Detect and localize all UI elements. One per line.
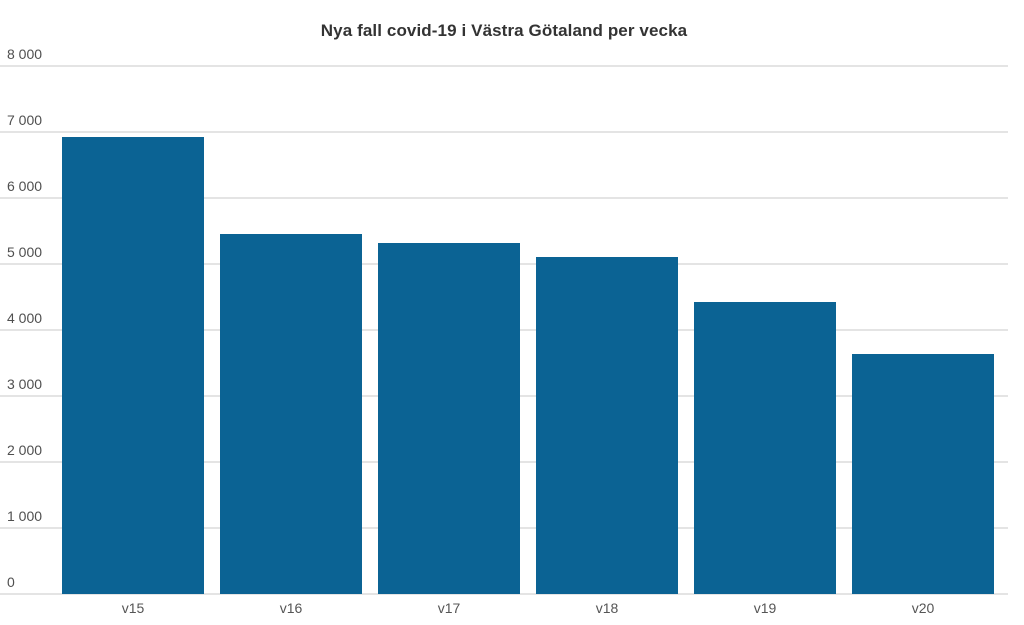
bar-v17 — [378, 242, 520, 594]
x-axis-tick-label-v20: v20 — [911, 600, 935, 616]
bar-v20 — [852, 353, 994, 594]
y-axis-tick-label: 2 000 — [7, 442, 43, 458]
x-axis-tick-label-v18: v18 — [595, 600, 619, 616]
bar-v15 — [62, 136, 204, 594]
gridline-6000 — [0, 197, 1008, 199]
y-axis-tick-label: 4 000 — [7, 310, 43, 326]
y-axis-tick-label: 1 000 — [7, 508, 43, 524]
x-axis-tick-label-v15: v15 — [121, 600, 145, 616]
y-axis-tick-label: 5 000 — [7, 244, 43, 260]
gridline-7000 — [0, 131, 1008, 133]
y-axis-tick-label: 8 000 — [7, 46, 43, 62]
y-axis-tick-label: 7 000 — [7, 112, 43, 128]
bar-v19 — [694, 302, 836, 594]
y-axis-tick-label: 6 000 — [7, 178, 43, 194]
y-axis-tick-label: 0 — [7, 574, 15, 590]
gridline-0 — [0, 593, 1008, 595]
x-axis-tick-label-v19: v19 — [753, 600, 777, 616]
x-axis-tick-label-v16: v16 — [279, 600, 303, 616]
bar-v16 — [220, 233, 362, 594]
chart-title: Nya fall covid-19 i Västra Götaland per … — [320, 21, 688, 40]
bar-v18 — [536, 257, 678, 594]
y-axis-tick-label: 3 000 — [7, 376, 43, 392]
gridline-8000 — [0, 65, 1008, 67]
x-axis-tick-label-v17: v17 — [437, 600, 461, 616]
